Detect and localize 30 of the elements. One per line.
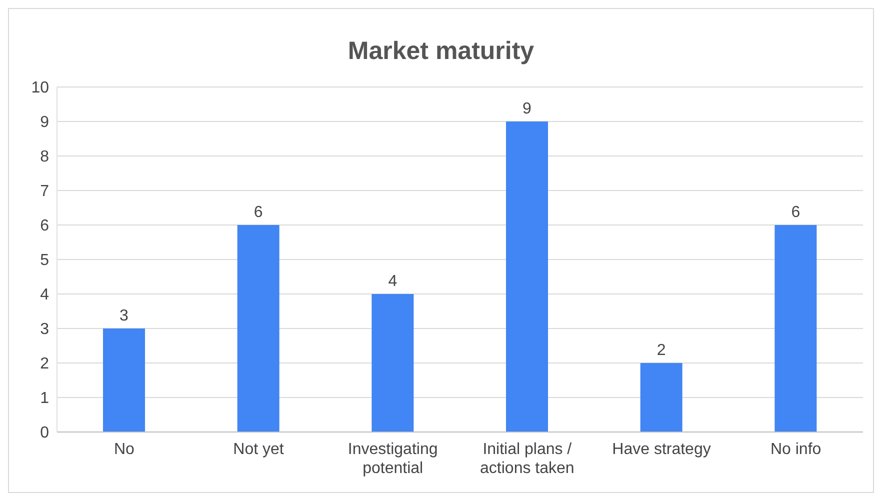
- y-tick-label: 0: [40, 424, 50, 442]
- data-label: 2: [656, 342, 666, 359]
- y-tick-label: 8: [40, 148, 50, 166]
- data-label: 6: [791, 204, 800, 221]
- bar: [640, 363, 682, 432]
- y-tick-label: 3: [40, 321, 50, 338]
- bar: [506, 122, 548, 432]
- x-tick-label: No info: [770, 441, 822, 458]
- data-label: 9: [522, 100, 532, 118]
- bar: [372, 294, 414, 432]
- y-tick-label: 6: [40, 218, 50, 235]
- y-tick-label: 1: [40, 390, 50, 408]
- x-tick-label: Initial plans / actions taken: [480, 441, 574, 477]
- bar: [237, 225, 280, 432]
- bar: [103, 328, 145, 432]
- x-tick-label: Investigating potential: [348, 441, 438, 477]
- y-tick-label: 7: [40, 183, 50, 200]
- x-tick-label: Have strategy: [612, 441, 711, 458]
- data-label: 3: [120, 308, 129, 324]
- y-tick-label: 5: [40, 252, 50, 270]
- y-tick-label: 2: [40, 356, 50, 373]
- y-tick-label: 4: [40, 286, 50, 304]
- x-tick-label: No: [114, 441, 134, 458]
- data-label: 4: [388, 273, 398, 290]
- x-tick-label: Not yet: [233, 441, 284, 458]
- y-tick-label: 9: [40, 114, 50, 132]
- data-label: 6: [254, 204, 263, 221]
- chart-title: Market maturity: [346, 37, 536, 66]
- bar: [774, 225, 817, 432]
- y-tick-label: 10: [31, 80, 50, 97]
